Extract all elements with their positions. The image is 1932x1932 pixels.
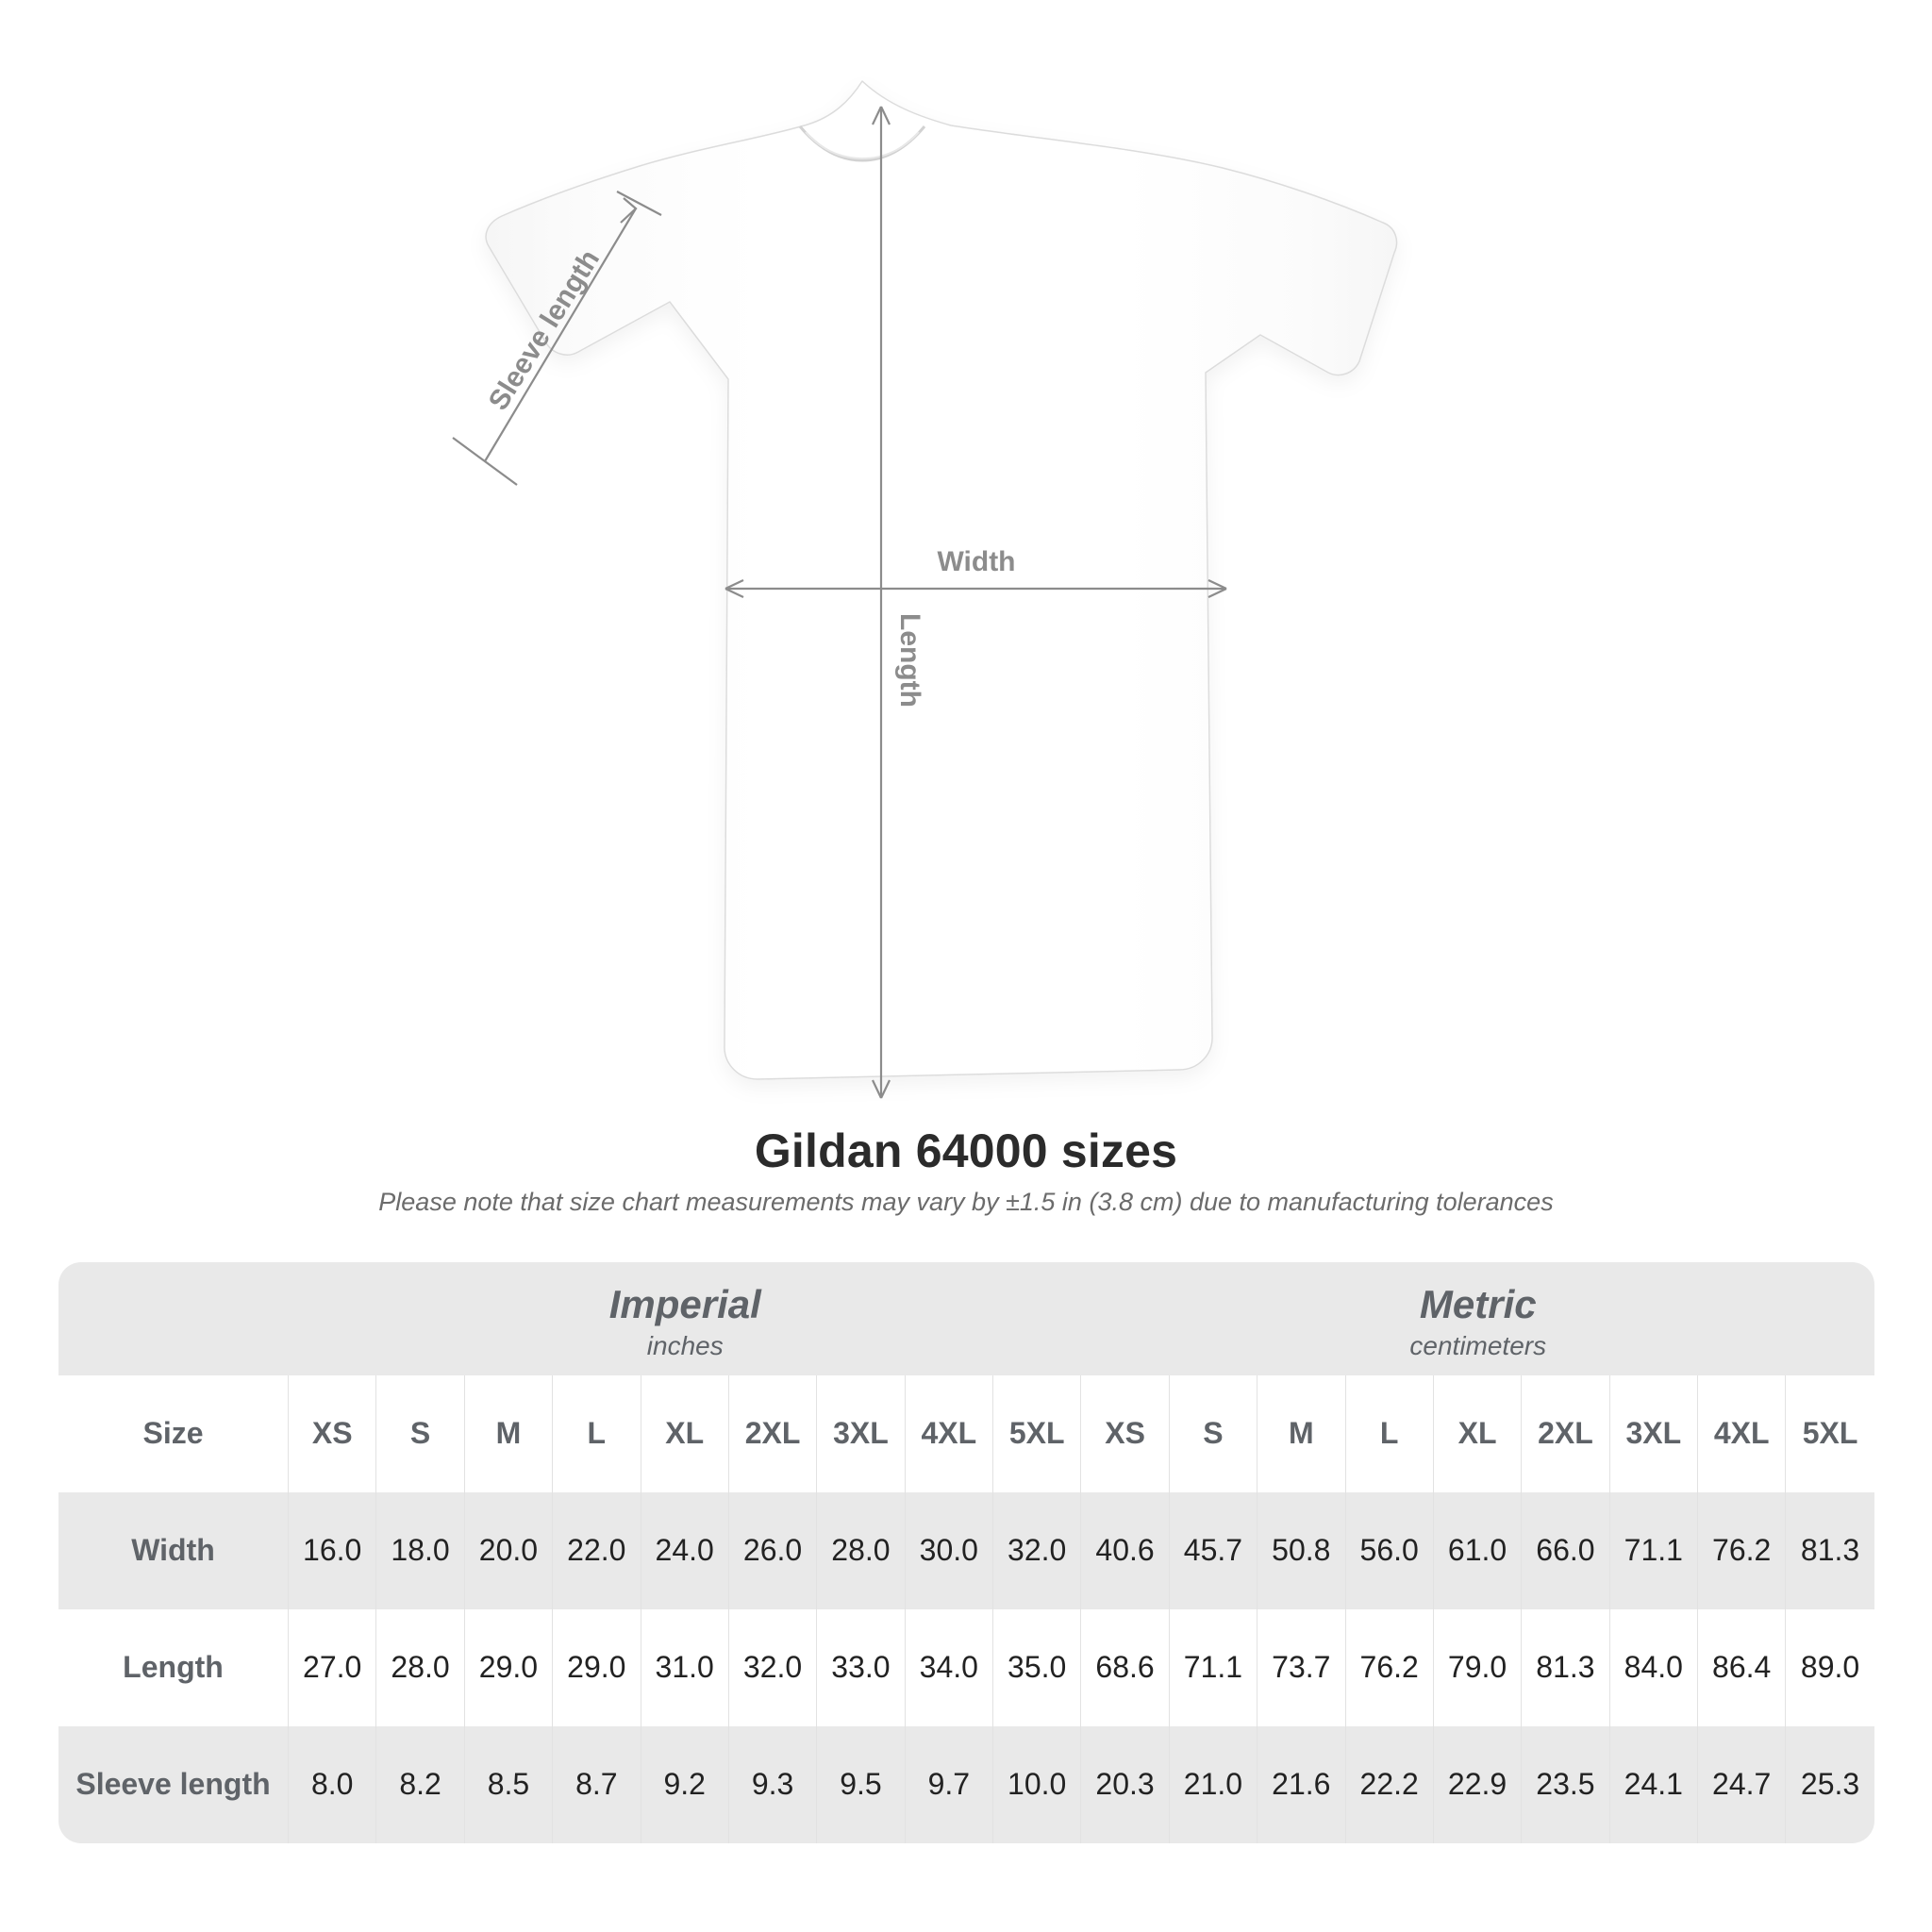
svg-text:Width: Width (937, 546, 1015, 577)
svg-text:Length: Length (894, 613, 925, 708)
